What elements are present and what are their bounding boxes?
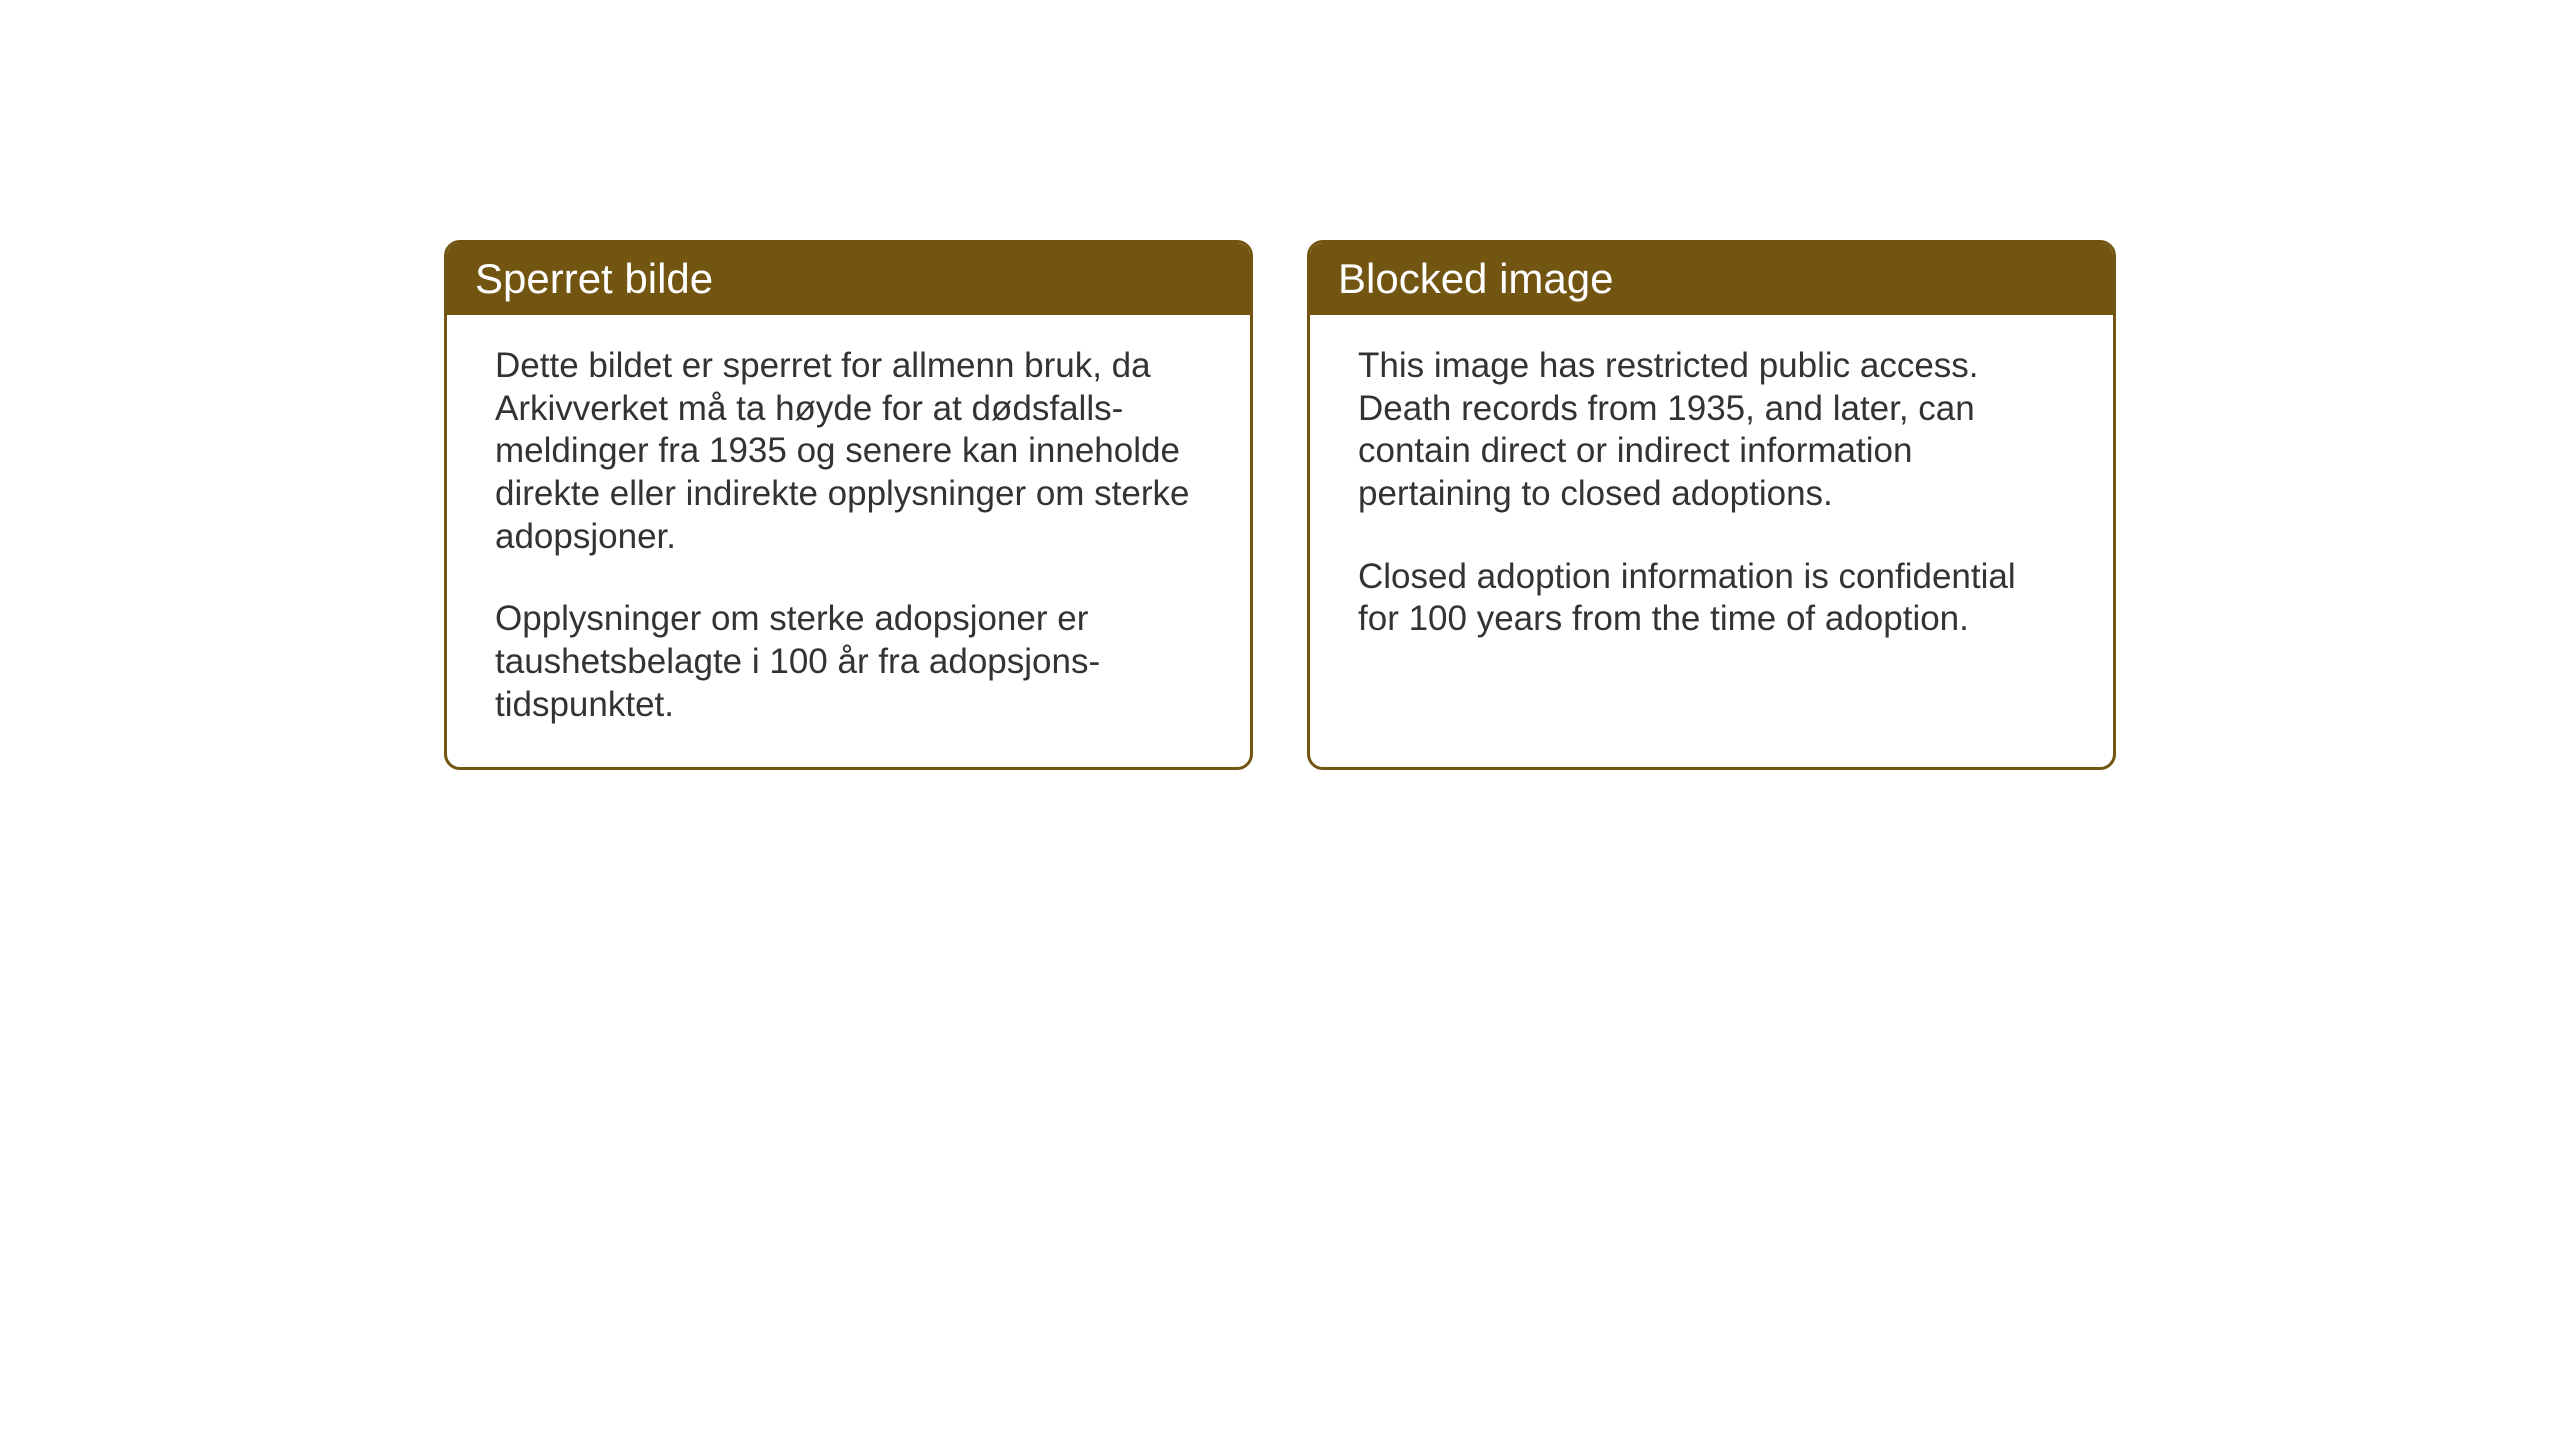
english-card-title: Blocked image [1338, 255, 1613, 302]
norwegian-card-title: Sperret bilde [475, 255, 713, 302]
norwegian-paragraph-2: Opplysninger om sterke adopsjoner er tau… [495, 598, 1202, 726]
notice-container: Sperret bilde Dette bildet er sperret fo… [444, 240, 2116, 770]
english-paragraph-2: Closed adoption information is confident… [1358, 556, 2065, 641]
norwegian-card-header: Sperret bilde [447, 243, 1250, 315]
norwegian-card-body: Dette bildet er sperret for allmenn bruk… [447, 315, 1250, 767]
english-card-body: This image has restricted public access.… [1310, 315, 2113, 745]
norwegian-paragraph-1: Dette bildet er sperret for allmenn bruk… [495, 345, 1202, 558]
norwegian-notice-card: Sperret bilde Dette bildet er sperret fo… [444, 240, 1253, 770]
english-notice-card: Blocked image This image has restricted … [1307, 240, 2116, 770]
english-paragraph-1: This image has restricted public access.… [1358, 345, 2065, 516]
english-card-header: Blocked image [1310, 243, 2113, 315]
